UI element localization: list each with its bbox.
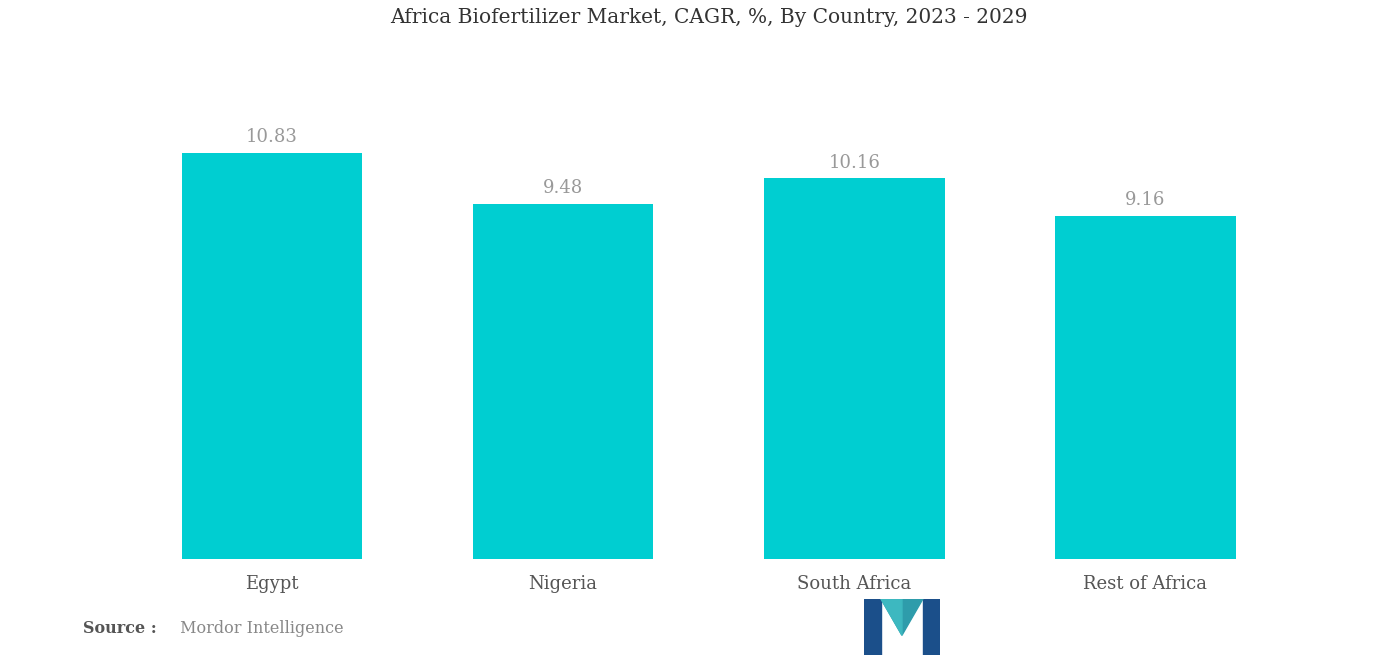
Text: 10.83: 10.83 <box>246 128 297 146</box>
Bar <box>473 203 654 559</box>
Bar <box>182 153 362 559</box>
Bar <box>764 178 944 559</box>
Polygon shape <box>923 598 940 655</box>
Text: 9.48: 9.48 <box>544 179 583 197</box>
Text: 10.16: 10.16 <box>828 154 881 172</box>
Polygon shape <box>881 598 923 635</box>
Text: 9.16: 9.16 <box>1126 191 1165 209</box>
Bar <box>1055 215 1236 559</box>
Text: Source :: Source : <box>83 620 157 637</box>
Polygon shape <box>864 598 881 655</box>
Text: Mordor Intelligence: Mordor Intelligence <box>175 620 344 637</box>
Title: Africa Biofertilizer Market, CAGR, %, By Country, 2023 - 2029: Africa Biofertilizer Market, CAGR, %, By… <box>389 7 1028 27</box>
Polygon shape <box>881 598 903 635</box>
